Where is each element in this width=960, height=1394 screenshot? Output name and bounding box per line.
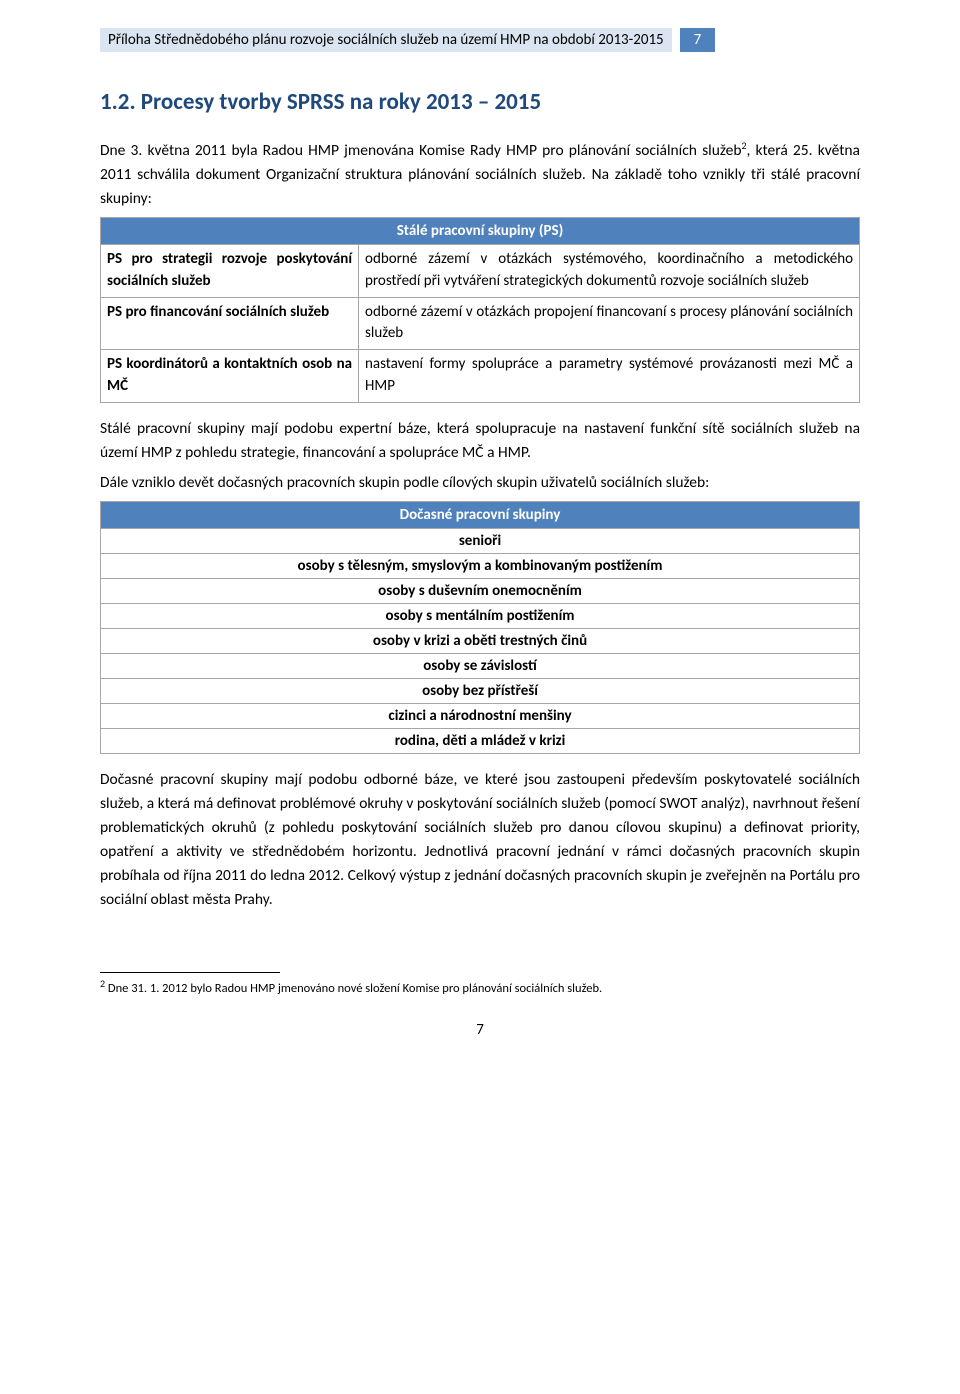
table2-row8: cizinci a národnostní menšiny — [101, 703, 860, 728]
table2-row4: osoby s mentálním postižením — [101, 603, 860, 628]
paragraph-3: Dále vzniklo devět dočasných pracovních … — [100, 471, 860, 495]
table1-row1-label: PS pro strategii rozvoje poskytování soc… — [101, 245, 359, 298]
table-row: osoby bez přístřeší — [101, 678, 860, 703]
table-row: osoby s duševním onemocněním — [101, 578, 860, 603]
header-title: Příloha Střednědobého plánu rozvoje soci… — [100, 28, 672, 52]
table-header-row: Stálé pracovní skupiny (PS) — [101, 218, 860, 245]
table-temporary-groups: Dočasné pracovní skupiny senioři osoby s… — [100, 501, 860, 754]
table2-row3: osoby s duševním onemocněním — [101, 578, 860, 603]
page-number: 7 — [100, 1021, 860, 1039]
table-row: cizinci a národnostní menšiny — [101, 703, 860, 728]
paragraph-1: Dne 3. května 2011 byla Radou HMP jmenov… — [100, 138, 860, 211]
table2-row1: senioři — [101, 528, 860, 553]
paragraph-1a: Dne 3. května 2011 byla Radou HMP jmenov… — [100, 141, 741, 160]
table2-header: Dočasné pracovní skupiny — [101, 501, 860, 528]
table1-row3-label: PS koordinátorů a kontaktních osob na MČ — [101, 350, 359, 403]
table2-row6: osoby se závislostí — [101, 653, 860, 678]
table1-header: Stálé pracovní skupiny (PS) — [101, 218, 860, 245]
table2-row7: osoby bez přístřeší — [101, 678, 860, 703]
document-page: Příloha Střednědobého plánu rozvoje soci… — [0, 0, 960, 1079]
table-row: osoby se závislostí — [101, 653, 860, 678]
table-row: PS pro strategii rozvoje poskytování soc… — [101, 245, 860, 298]
table-stable-groups: Stálé pracovní skupiny (PS) PS pro strat… — [100, 217, 860, 403]
table2-row9: rodina, děti a mládež v krizi — [101, 728, 860, 753]
table-header-row: Dočasné pracovní skupiny — [101, 501, 860, 528]
page-header: Příloha Střednědobého plánu rozvoje soci… — [100, 28, 860, 52]
footnote: 2 Dne 31. 1. 2012 bylo Radou HMP jmenová… — [100, 977, 860, 997]
table-row: osoby s mentálním postižením — [101, 603, 860, 628]
header-page-badge: 7 — [680, 28, 716, 52]
section-heading: 1.2. Procesy tvorby SPRSS na roky 2013 –… — [100, 88, 860, 116]
table-row: PS pro financování sociálních služeb odb… — [101, 297, 860, 350]
table2-row2: osoby s tělesným, smyslovým a kombinovan… — [101, 553, 860, 578]
table1-row2-desc: odborné zázemí v otázkách propojení fina… — [359, 297, 860, 350]
table1-row2-label: PS pro financování sociálních služeb — [101, 297, 359, 350]
footnote-text: Dne 31. 1. 2012 bylo Radou HMP jmenováno… — [105, 981, 602, 996]
table2-row5: osoby v krizi a oběti trestných činů — [101, 628, 860, 653]
table-row: osoby s tělesným, smyslovým a kombinovan… — [101, 553, 860, 578]
table1-row1-desc: odborné zázemí v otázkách systémového, k… — [359, 245, 860, 298]
footnote-separator — [100, 972, 280, 973]
table-row: senioři — [101, 528, 860, 553]
table1-row3-desc: nastavení formy spolupráce a parametry s… — [359, 350, 860, 403]
paragraph-2: Stálé pracovní skupiny mají podobu exper… — [100, 417, 860, 465]
table-row: osoby v krizi a oběti trestných činů — [101, 628, 860, 653]
table-row: PS koordinátorů a kontaktních osob na MČ… — [101, 350, 860, 403]
table-row: rodina, děti a mládež v krizi — [101, 728, 860, 753]
paragraph-4: Dočasné pracovní skupiny mají podobu odb… — [100, 768, 860, 912]
